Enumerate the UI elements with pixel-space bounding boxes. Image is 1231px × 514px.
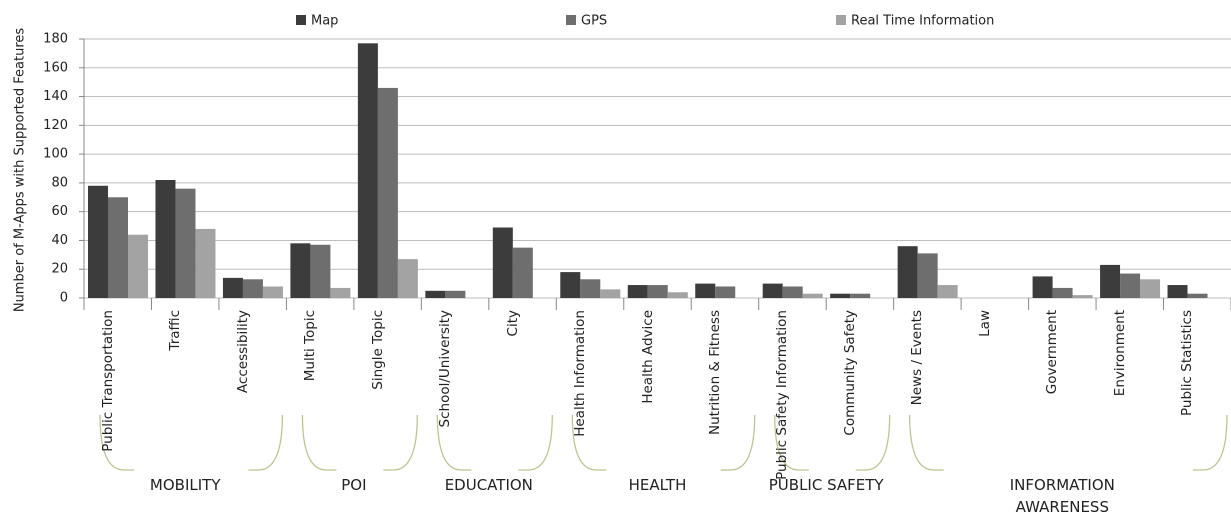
bar — [397, 259, 418, 298]
x-tick-label: Traffic — [167, 310, 184, 351]
legend-label: Real Time Information — [851, 14, 994, 29]
bar — [262, 286, 283, 298]
legend-label: Map — [311, 14, 338, 29]
group-bracket — [518, 414, 553, 471]
bar — [512, 247, 533, 298]
bar — [1140, 279, 1161, 298]
x-tick-label: Public Statistics — [1179, 310, 1196, 416]
x-tick-label: Accessibility — [234, 310, 251, 394]
group-bracket — [774, 414, 809, 471]
bar — [377, 87, 398, 298]
bar — [1032, 276, 1053, 298]
group-label: MOBILITY — [149, 476, 221, 494]
bar — [580, 279, 601, 298]
y-tick-label: 100 — [43, 147, 68, 162]
x-tick-label: Environment — [1111, 310, 1128, 397]
bar — [695, 283, 716, 298]
group-bracket — [248, 414, 284, 471]
y-tick-label: 120 — [43, 118, 68, 133]
x-tick-label: Public Transportation — [99, 310, 116, 452]
x-tick-label: City — [504, 310, 521, 337]
bar — [850, 293, 871, 298]
legend-swatch — [836, 15, 846, 25]
bar — [1167, 285, 1188, 298]
bar — [222, 277, 243, 298]
bar — [1100, 264, 1121, 298]
legend-label: GPS — [581, 14, 607, 29]
group-label: PUBLIC SAFETY — [768, 476, 884, 494]
bar — [627, 285, 648, 298]
legend-swatch — [296, 15, 306, 25]
bar — [175, 188, 196, 298]
group-bracket — [855, 414, 891, 471]
x-tick-label: Law — [976, 310, 993, 337]
x-tick-label: Community Safety — [841, 310, 858, 436]
x-tick-label: Public Safety Information — [774, 310, 791, 480]
bar — [195, 228, 216, 298]
bar — [357, 43, 378, 298]
y-tick-label: 60 — [51, 204, 68, 219]
group-bracket — [99, 414, 134, 471]
bar — [647, 285, 668, 298]
bar — [492, 227, 513, 298]
bar — [88, 185, 108, 298]
bar — [290, 243, 311, 298]
legend-swatch — [566, 15, 576, 25]
group-bracket — [1193, 414, 1228, 471]
bar — [330, 287, 351, 298]
group-label: HEALTH — [628, 476, 687, 494]
y-tick-label: 160 — [43, 60, 68, 75]
group-bracket — [436, 414, 472, 471]
group-label: POI — [341, 476, 367, 494]
x-tick-label: Government — [1044, 310, 1061, 395]
bar — [560, 272, 581, 298]
x-tick-label: News / Events — [909, 310, 926, 406]
y-axis-label: Number of M-Apps with Supported Features — [13, 28, 28, 313]
bar — [242, 279, 263, 298]
y-tick-label: 80 — [51, 175, 68, 190]
x-tick-label: Multi Topic — [302, 310, 319, 382]
bar — [128, 234, 148, 298]
group-bracket — [908, 414, 944, 471]
bar — [762, 283, 783, 298]
y-tick-label: 180 — [43, 32, 68, 47]
bar — [600, 289, 621, 298]
bar — [1052, 287, 1073, 298]
bar — [715, 286, 736, 298]
x-tick-label: Single Topic — [369, 310, 386, 390]
bar — [155, 180, 176, 298]
y-tick-label: 20 — [51, 262, 68, 277]
group-bracket — [571, 414, 607, 471]
x-tick-label: Health Advice — [639, 310, 656, 404]
x-tick-label: Health Information — [572, 310, 589, 437]
bar — [425, 290, 446, 298]
group-bracket — [383, 414, 419, 471]
bar — [917, 253, 938, 298]
bar — [782, 286, 803, 298]
bar — [1120, 273, 1141, 298]
y-tick-label: 140 — [43, 89, 68, 104]
bar — [310, 244, 331, 298]
bar — [445, 290, 466, 298]
bar — [108, 197, 128, 298]
group-bracket — [720, 414, 756, 471]
group-bracket — [301, 414, 337, 471]
y-tick-label: 0 — [60, 291, 68, 306]
bar — [897, 246, 918, 298]
bar — [1072, 295, 1093, 298]
bar — [667, 292, 688, 298]
x-tick-label: School/University — [437, 310, 454, 428]
bar — [830, 293, 851, 298]
bar — [937, 285, 958, 298]
x-tick-label: Nutrition & Fitness — [706, 310, 723, 435]
bar — [802, 293, 823, 298]
group-label: EDUCATION — [444, 476, 533, 494]
bar — [1187, 293, 1208, 298]
y-tick-label: 40 — [51, 233, 68, 248]
group-label: INFORMATION AWARENESS — [1009, 476, 1115, 514]
